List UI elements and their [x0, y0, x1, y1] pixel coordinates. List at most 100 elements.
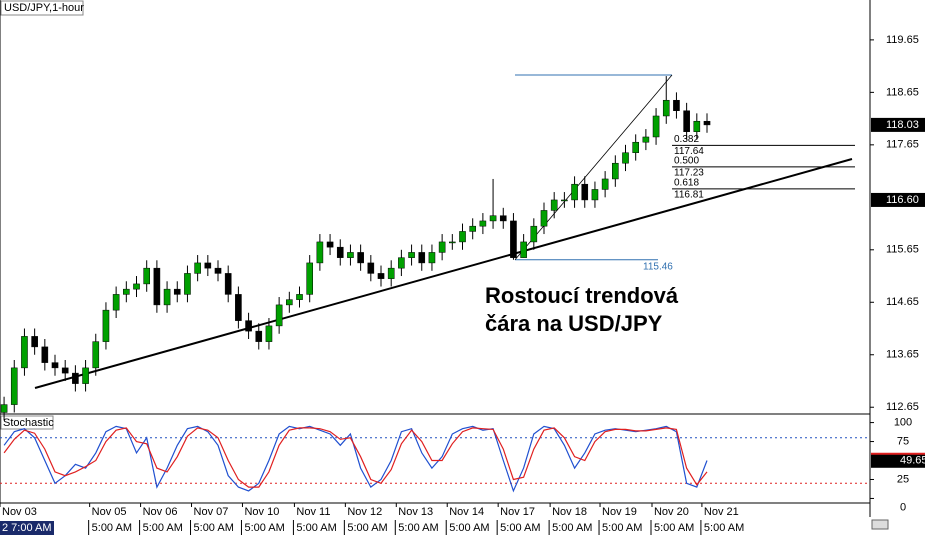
candle-body — [561, 199, 568, 202]
fib-diagonal — [514, 74, 673, 261]
x-tick-label: Nov 07 — [194, 506, 229, 518]
candle-body — [418, 252, 426, 264]
candle-body — [499, 215, 507, 222]
y-tick-label: 114.65 — [886, 296, 919, 308]
x-tick-time: 5:00 AM — [704, 522, 744, 534]
candle-body — [286, 299, 293, 306]
x-tick-label: Nov 20 — [654, 506, 689, 518]
candle-body — [591, 189, 599, 201]
y-tick-label: 112.65 — [886, 401, 919, 413]
x-tick-label: Nov 17 — [500, 506, 535, 518]
x-tick-label: Nov 03 — [2, 506, 37, 518]
crosshair-label: 2 7:00 AM — [2, 522, 52, 534]
x-tick-label: Nov 18 — [552, 506, 587, 518]
x-tick-label: Nov 12 — [347, 506, 382, 518]
candle-body — [347, 252, 354, 258]
candle-body — [235, 294, 242, 321]
candle-body — [21, 336, 28, 369]
candle-body — [102, 309, 110, 342]
candle-body — [398, 257, 405, 269]
candle-body — [469, 225, 476, 232]
marker-price-box — [871, 192, 925, 207]
x-tick-label: Nov 13 — [398, 506, 433, 518]
fib-price: 117.64 — [674, 146, 704, 157]
candle-body — [316, 241, 324, 264]
fib-low-label: 115.46 — [643, 261, 673, 272]
indicator-title: Stochastic — [3, 417, 54, 429]
candle-body — [683, 110, 690, 132]
x-tick-label: Nov 11 — [296, 506, 330, 518]
stochastic-line — [3, 425, 708, 493]
x-tick-time: 5:00 AM — [194, 522, 234, 534]
candle-body — [377, 273, 385, 279]
x-tick-time: 5:00 AM — [552, 522, 592, 534]
y-tick-label: 119.65 — [886, 34, 919, 46]
candle-body — [449, 241, 456, 244]
candle-body — [265, 325, 273, 342]
candle-body — [224, 273, 232, 295]
fib-price: 116.81 — [674, 190, 704, 201]
y-tick-label: 113.65 — [886, 349, 919, 361]
candle-body — [336, 246, 344, 258]
candle-body — [520, 241, 527, 258]
candle-body — [367, 262, 375, 274]
candle-body — [92, 341, 100, 369]
x-tick-label: Nov 10 — [244, 506, 279, 518]
candle-body — [10, 367, 18, 405]
candle-body — [41, 346, 49, 363]
candle-body — [612, 162, 619, 180]
candle-body — [112, 294, 120, 311]
candle-body — [408, 252, 415, 258]
x-tick-time: 5:00 AM — [143, 522, 183, 534]
title-box — [0, 0, 84, 16]
y-tick-label: 25 — [897, 473, 909, 485]
candle-body — [540, 210, 548, 227]
candle-body — [163, 288, 171, 306]
y-tick-label: 117.65 — [886, 139, 919, 151]
candle-body — [693, 120, 701, 132]
trendline — [34, 158, 853, 389]
y-tick-label: 100 — [894, 416, 912, 428]
last-value-label: 49.65 — [900, 455, 925, 467]
candle-body — [581, 183, 589, 201]
candle-body — [652, 115, 660, 138]
candle-body — [255, 330, 263, 342]
candle-body — [173, 288, 181, 295]
candle-body — [632, 141, 639, 153]
x-tick-time: 5:00 AM — [347, 522, 387, 534]
scroll-icon[interactable] — [871, 519, 889, 530]
x-tick-time: 5:00 AM — [398, 522, 438, 534]
x-tick-time: 5:00 AM — [296, 522, 336, 534]
candle-body — [72, 372, 79, 384]
candle-body — [82, 367, 89, 384]
candle-body — [306, 262, 314, 295]
last-price-label: 118.03 — [886, 119, 919, 131]
candle-body — [245, 320, 252, 332]
y-tick-label: 0 — [900, 501, 906, 513]
y-tick-label: 75 — [897, 435, 909, 447]
candle-body — [510, 220, 517, 258]
x-tick-label: Nov 19 — [602, 506, 637, 518]
candle-body — [184, 273, 191, 295]
annotation: čára na USD/JPY — [485, 311, 663, 336]
last-value-box — [871, 453, 925, 468]
candle-body — [642, 136, 650, 143]
candle-body — [133, 283, 140, 290]
candle-body — [703, 120, 711, 126]
candle-body — [601, 178, 609, 190]
candle-body — [0, 404, 8, 413]
x-tick-label: Nov 14 — [449, 506, 484, 518]
candle-body — [387, 267, 395, 279]
y-tick-label: 115.65 — [886, 244, 919, 256]
y-tick-label: 118.65 — [886, 86, 919, 98]
last-price-box — [871, 117, 925, 132]
candle-body — [31, 336, 38, 348]
candle-body — [530, 225, 538, 243]
x-tick-time: 5:00 AM — [500, 522, 540, 534]
candle-body — [51, 362, 59, 369]
candle-body — [153, 267, 161, 306]
marker-price-label: 116.60 — [886, 194, 919, 206]
indicator-box — [0, 415, 54, 430]
candle-body — [61, 367, 69, 374]
